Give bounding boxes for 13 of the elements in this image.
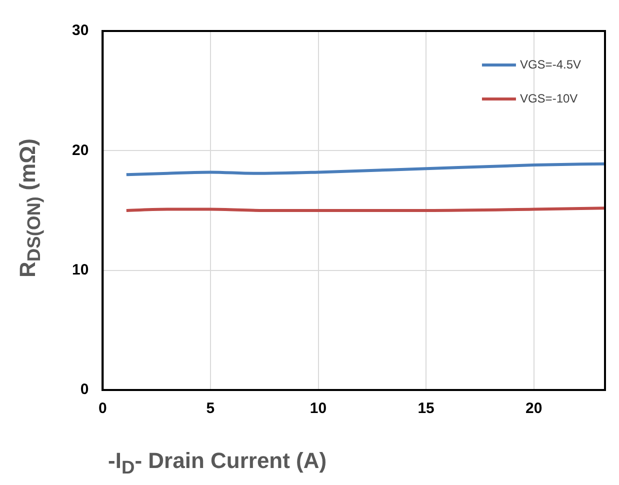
legend-label: VGS=-10V bbox=[520, 91, 578, 106]
y-tick-label: 0 bbox=[80, 381, 89, 398]
line-series bbox=[124, 162, 605, 176]
y-tick-label: 10 bbox=[72, 261, 89, 278]
legend-label: VGS=-4.5V bbox=[520, 57, 581, 72]
x-tick-label: 10 bbox=[310, 400, 327, 418]
x-tick-label: 20 bbox=[526, 400, 542, 418]
x-tick-label: 0 bbox=[98, 400, 107, 418]
y-tick-label: 20 bbox=[72, 142, 89, 159]
y-tick-label: 30 bbox=[72, 22, 89, 40]
x-tick-label: 15 bbox=[418, 400, 434, 418]
x-axis-title: -I$_{D}$- Drain Current (A) bbox=[108, 448, 327, 478]
x-tick-label: 5 bbox=[206, 400, 215, 418]
